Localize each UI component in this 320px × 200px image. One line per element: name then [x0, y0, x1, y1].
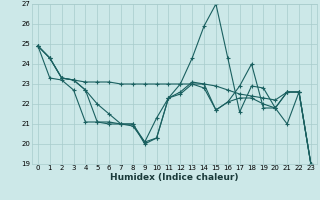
X-axis label: Humidex (Indice chaleur): Humidex (Indice chaleur)	[110, 173, 239, 182]
